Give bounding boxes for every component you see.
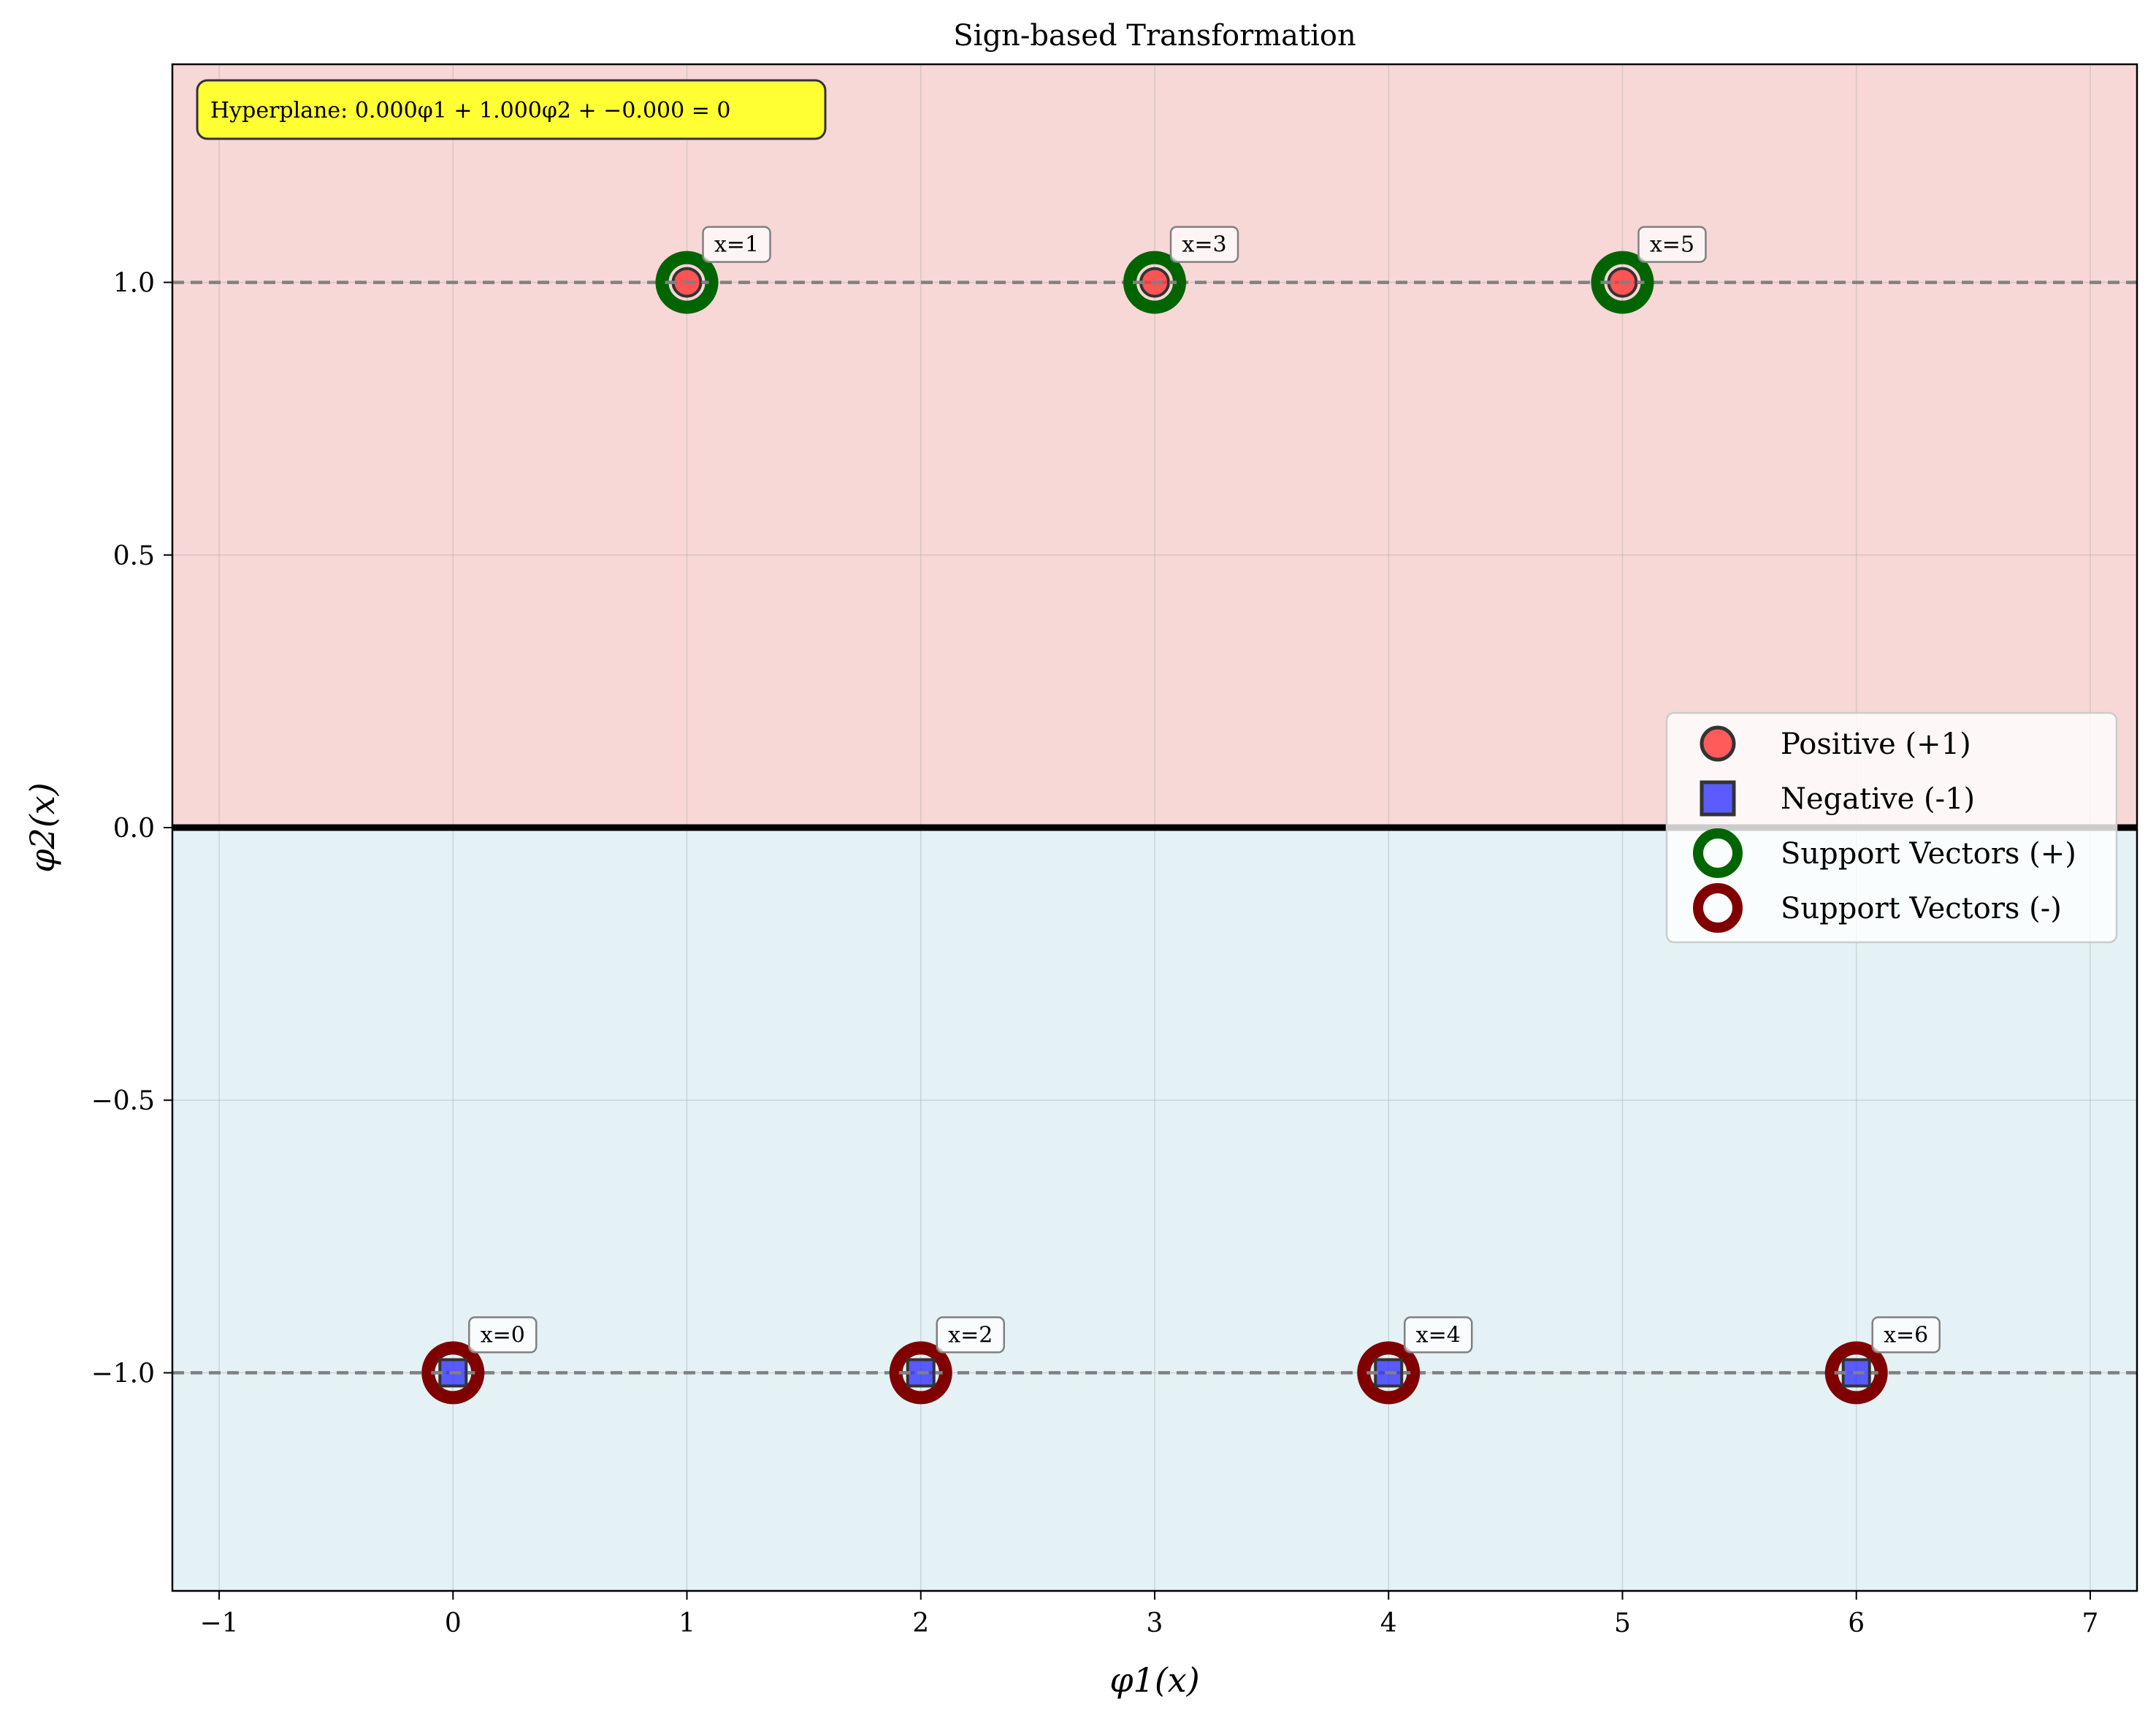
x-tick-label: −1 xyxy=(200,1608,239,1638)
hyperplane-equation-text: Hyperplane: 0.000φ1 + 1.000φ2 + −0.000 =… xyxy=(210,98,731,123)
x-axis-ticks: −1 0 1 2 3 4 5 6 7 xyxy=(200,1591,2098,1638)
x-tick-label: 5 xyxy=(1614,1608,1631,1638)
legend: Positive (+1) Negative (-1) Support Vector… xyxy=(1665,711,2118,944)
x-axis-label: φ1(x) xyxy=(1109,1660,1199,1700)
legend-marker-support xyxy=(1693,828,1743,878)
point-labels: x=1 x=3 x=5 x=0 x=2 x=4 x=6 xyxy=(468,226,1941,1354)
point-label: x=3 xyxy=(1182,232,1226,258)
support-vector-ring xyxy=(1357,1341,1421,1405)
y-axis-ticks: 1.0 0.5 0.0 −0.5 −1.0 xyxy=(91,269,172,1389)
point-label: x=0 xyxy=(481,1322,525,1348)
x-tick-label: 4 xyxy=(1380,1608,1397,1638)
legend-label: Support Vectors (-) xyxy=(1781,892,2062,925)
hyperplane-equation-background xyxy=(196,79,827,140)
x-tick-label: 6 xyxy=(1848,1608,1865,1638)
x-tick-label: 1 xyxy=(678,1608,695,1638)
y-tick-label: −0.5 xyxy=(91,1086,155,1116)
chart-title: Sign-based Transformation xyxy=(953,19,1356,53)
point-label-box xyxy=(1403,1316,1473,1354)
hyperplane-equation-box: Hyperplane: 0.000φ1 + 1.000φ2 + −0.000 =… xyxy=(196,79,827,140)
data-points xyxy=(421,251,1888,1405)
y-axis-label: φ2(x) xyxy=(23,782,62,872)
region-1 xyxy=(172,828,2137,1591)
point-label-box xyxy=(936,1316,1006,1354)
support-vector-ring xyxy=(421,1341,485,1405)
x-tick-label: 7 xyxy=(2082,1608,2098,1638)
x-tick-label: 3 xyxy=(1147,1608,1163,1638)
legend-marker-support xyxy=(1693,883,1743,933)
x-tick-label: 0 xyxy=(445,1608,462,1638)
point-label-box xyxy=(468,1316,538,1354)
y-tick-label: −1.0 xyxy=(91,1359,155,1389)
point-label-box xyxy=(1169,226,1239,263)
decision-regions xyxy=(172,64,2137,1591)
support-vector-ring xyxy=(889,1341,952,1405)
y-tick-label: 0.5 xyxy=(113,541,155,571)
legend-marker-negative xyxy=(1700,780,1736,817)
legend-label: Positive (+1) xyxy=(1781,728,1971,761)
support-vector-ring xyxy=(1824,1341,1888,1405)
legend-label: Support Vectors (+) xyxy=(1781,837,2076,871)
point-label: x=6 xyxy=(1884,1322,1928,1348)
support-vector-ring xyxy=(655,251,719,314)
legend-box xyxy=(1665,711,2118,944)
point-label: x=2 xyxy=(948,1322,993,1348)
point-label: x=4 xyxy=(1416,1322,1461,1348)
support-vector-ring xyxy=(1591,251,1654,314)
support-vector-ring xyxy=(1123,251,1186,314)
point-label: x=5 xyxy=(1650,232,1694,258)
region-0 xyxy=(172,64,2137,828)
legend-marker-positive xyxy=(1700,725,1736,762)
y-tick-label: 1.0 xyxy=(113,269,155,299)
point-label-box xyxy=(1637,226,1707,263)
point-label: x=1 xyxy=(714,232,759,258)
point-label-box xyxy=(702,226,771,263)
point-label-box xyxy=(1871,1316,1941,1354)
legend-label: Negative (-1) xyxy=(1781,782,1975,816)
x-tick-label: 2 xyxy=(912,1608,929,1638)
y-tick-label: 0.0 xyxy=(113,814,155,844)
